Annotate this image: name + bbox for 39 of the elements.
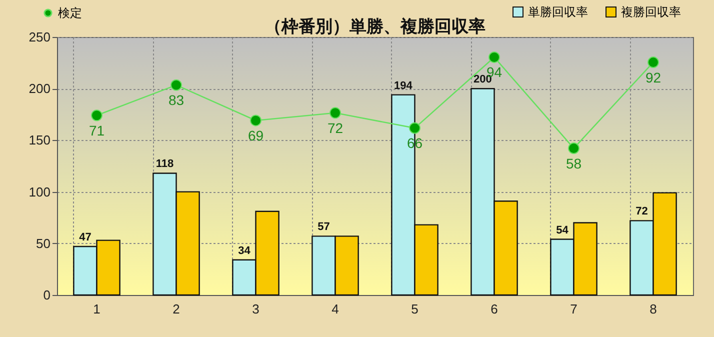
point [648, 56, 659, 68]
data-label: 57 [318, 221, 330, 234]
legend-label: 複勝回収率 [621, 5, 681, 19]
data-label: 83 [168, 92, 184, 108]
x-tick-label: 8 [650, 302, 657, 316]
data-label: 72 [636, 206, 648, 218]
y-tick-label: 100 [28, 184, 50, 200]
data-label: 92 [645, 69, 662, 86]
legend-label: 検定 [58, 6, 82, 20]
point [568, 142, 580, 154]
data-label: 47 [79, 231, 92, 244]
data-label: 69 [248, 127, 264, 144]
x-tick-label: 3 [252, 302, 260, 316]
x-tick-label: 1 [93, 302, 100, 316]
x-tick-label: 4 [332, 302, 339, 316]
y-tick-label: 150 [28, 132, 50, 148]
data-label: 194 [394, 80, 414, 92]
chart-title: （枠番別）単勝、複勝回収率 [264, 17, 486, 36]
x-tick-label: 5 [411, 302, 418, 316]
data-label: 54 [556, 224, 570, 236]
data-label: 58 [566, 155, 582, 172]
point [409, 122, 420, 134]
data-label: 34 [238, 244, 252, 257]
point [91, 110, 102, 122]
point [170, 79, 182, 91]
point [250, 114, 262, 126]
data-label: 71 [88, 122, 105, 138]
y-tick-label: 250 [28, 30, 50, 44]
data-label: 118 [156, 158, 174, 170]
y-tick-label: 200 [28, 81, 50, 96]
x-tick-label: 2 [172, 302, 180, 316]
point [488, 52, 500, 63]
legend-label: 単勝回収率 [528, 5, 588, 19]
x-tick-label: 7 [570, 302, 578, 316]
point [330, 107, 341, 119]
y-tick-label: 0 [43, 288, 50, 302]
data-label: 72 [327, 120, 344, 136]
y-tick-label: 50 [36, 236, 50, 251]
x-tick-label: 6 [490, 302, 498, 316]
